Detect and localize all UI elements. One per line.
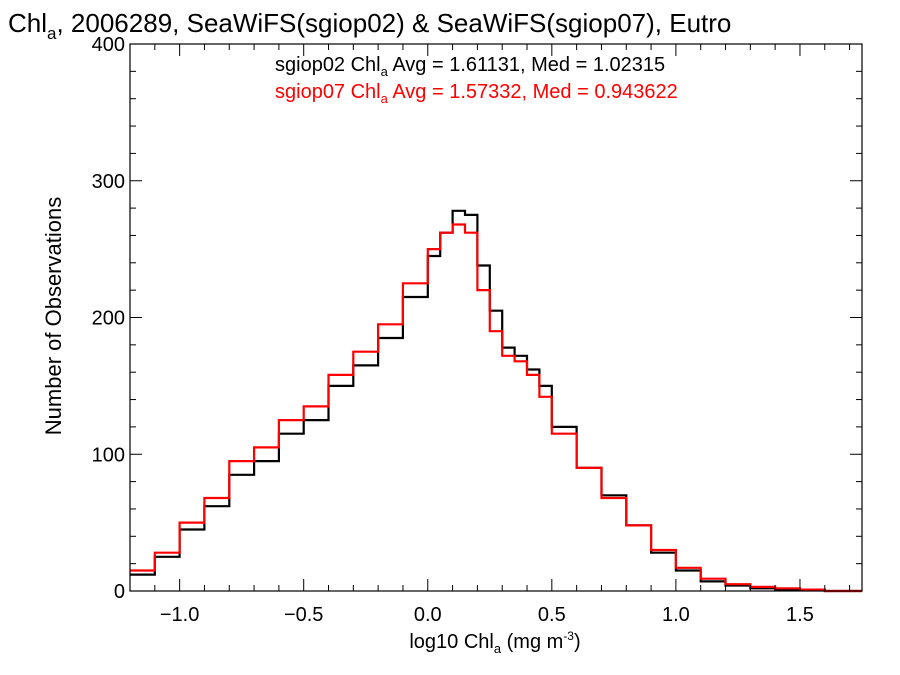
y-tick-label: 0	[114, 581, 125, 603]
y-axis-label: Number of Observations	[41, 197, 66, 435]
y-tick-label: 300	[92, 171, 125, 193]
legend: sgiop02 Chla Avg = 1.61131, Med = 1.0231…	[275, 54, 678, 106]
legend-entry-sgiop07: sgiop07 Chla Avg = 1.57332, Med = 0.9436…	[275, 81, 678, 106]
series-line-sgiop07	[130, 223, 862, 593]
x-tick-label: −1.0	[160, 604, 199, 626]
legend-entry-sgiop02: sgiop02 Chla Avg = 1.61131, Med = 1.0231…	[275, 54, 665, 79]
x-tick-label: −0.5	[284, 604, 323, 626]
x-tick-label: 0.5	[538, 604, 566, 626]
y-tick-label: 400	[92, 34, 125, 56]
series-line-sgiop02	[130, 209, 862, 593]
x-axis-label: log10 Chla (mg m-3)	[409, 629, 580, 656]
plot-frame	[129, 43, 863, 592]
y-tick-label: 200	[92, 308, 125, 330]
y-tick-label: 100	[92, 444, 125, 466]
x-tick-label: 0.0	[414, 604, 442, 626]
chart-title: Chla, 2006289, SeaWiFS(sgiop02) & SeaWiF…	[8, 8, 731, 43]
x-tick-label: 1.5	[786, 604, 814, 626]
x-tick-label: 1.0	[662, 604, 690, 626]
